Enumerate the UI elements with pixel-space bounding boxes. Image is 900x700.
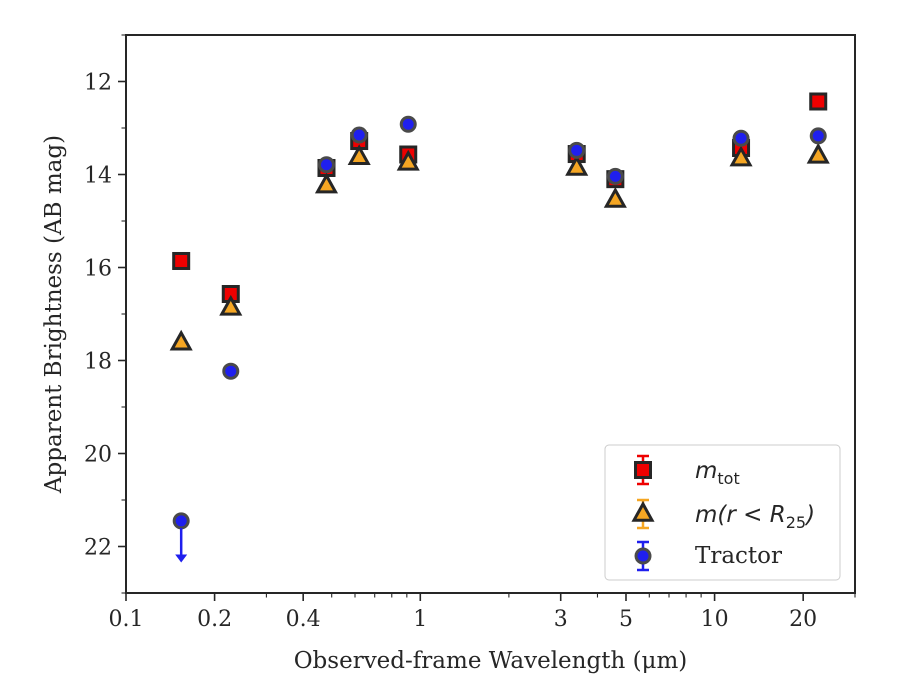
y-tick-label: 22 bbox=[84, 536, 112, 561]
data-marks bbox=[169, 92, 830, 563]
tractor-point bbox=[222, 362, 240, 380]
y-tick-label: 12 bbox=[84, 71, 112, 96]
y-tick-label: 16 bbox=[84, 257, 112, 282]
x-tick-label: 5 bbox=[619, 607, 633, 632]
x-tick-label: 3 bbox=[554, 607, 568, 632]
mr25-point bbox=[396, 149, 420, 171]
x-tick-label: 10 bbox=[701, 607, 729, 632]
legend-label-mr25: m(r < R25) bbox=[695, 502, 815, 532]
mr25-point bbox=[806, 142, 830, 164]
y-tick-label: 18 bbox=[84, 350, 112, 375]
legend-label-mtot: mtot bbox=[695, 458, 740, 488]
x-axis-label: Observed-frame Wavelength (μm) bbox=[294, 648, 688, 674]
y-tick-label: 14 bbox=[84, 164, 112, 189]
legend: mtot m(r < R25) Tractor bbox=[604, 444, 841, 581]
legend-marker-circle bbox=[634, 547, 652, 565]
x-tick-label: 20 bbox=[789, 607, 817, 632]
tractor-point bbox=[350, 126, 368, 144]
legend-marker-square bbox=[634, 461, 652, 479]
tractor-point bbox=[568, 141, 586, 159]
mr25-point bbox=[169, 329, 193, 351]
mr25-point bbox=[219, 294, 243, 316]
mr25-point bbox=[347, 144, 371, 165]
x-tick-label: 0.4 bbox=[286, 607, 321, 632]
x-tick-label: 0.1 bbox=[109, 607, 144, 632]
tractor-point bbox=[606, 167, 624, 185]
series-circle bbox=[172, 115, 827, 563]
tractor-point bbox=[399, 115, 417, 133]
mr25-point bbox=[314, 172, 339, 194]
tractor-point bbox=[732, 129, 750, 147]
y-axis-label: Apparent Brightness (AB mag) bbox=[41, 135, 67, 494]
legend-label-tractor: Tractor bbox=[695, 543, 782, 569]
mr25-point bbox=[565, 154, 589, 176]
series-square bbox=[172, 92, 828, 304]
x-tick-label: 1 bbox=[413, 607, 427, 632]
mtot-point bbox=[809, 92, 828, 111]
upper-limit-arrow-head bbox=[175, 554, 188, 563]
tractor-point bbox=[809, 127, 827, 145]
y-tick-label: 20 bbox=[84, 443, 112, 468]
legend-symbols bbox=[631, 454, 655, 572]
tractor-point bbox=[317, 156, 335, 174]
series-triangle bbox=[169, 142, 830, 351]
x-tick-label: 0.2 bbox=[197, 607, 232, 632]
mr25-point bbox=[603, 186, 627, 208]
legend-marker-triangle bbox=[631, 500, 655, 522]
axes: 0.1 0.2 0.4 1 3 5 10 20 12 14 16 18 20 22 bbox=[84, 34, 856, 632]
tractor-point bbox=[172, 512, 190, 530]
mr25-point bbox=[729, 145, 753, 167]
mtot-point bbox=[172, 251, 191, 270]
legend-box bbox=[604, 444, 841, 581]
